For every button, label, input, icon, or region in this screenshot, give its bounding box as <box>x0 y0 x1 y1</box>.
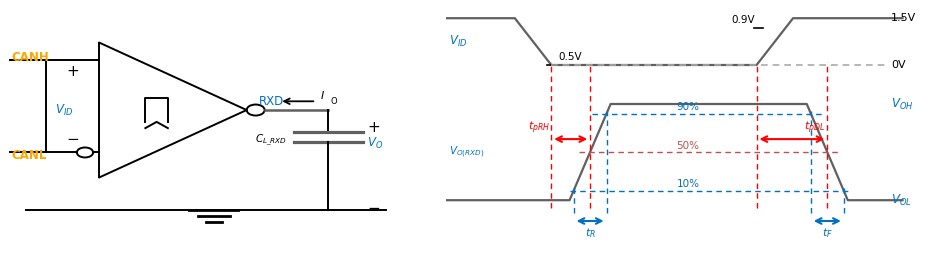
Text: 0.5V: 0.5V <box>558 53 582 62</box>
Text: 0V: 0V <box>891 60 906 70</box>
Text: $t_{pDL}$: $t_{pDL}$ <box>804 120 825 136</box>
Text: I: I <box>320 91 324 101</box>
Text: +: + <box>66 64 79 79</box>
Text: 50%: 50% <box>677 141 699 151</box>
Text: RXD: RXD <box>259 95 285 108</box>
Text: $t_{pRH}$: $t_{pRH}$ <box>527 120 550 136</box>
Text: CANL: CANL <box>11 149 46 162</box>
Text: $V_{ID}$: $V_{ID}$ <box>448 34 467 49</box>
Text: $V_{O(RXD)}$: $V_{O(RXD)}$ <box>448 144 485 160</box>
Text: O: O <box>330 97 338 106</box>
Text: −: − <box>66 133 79 147</box>
Text: +: + <box>367 120 380 135</box>
Text: $V_O$: $V_O$ <box>367 136 383 151</box>
Text: $t_R$: $t_R$ <box>585 226 595 240</box>
Text: CANH: CANH <box>11 51 49 64</box>
Text: $V_{OH}$: $V_{OH}$ <box>891 96 913 112</box>
Text: 0.9V: 0.9V <box>732 15 755 25</box>
Text: $t_F$: $t_F$ <box>822 226 832 240</box>
Text: $C_{L\_RXD}$: $C_{L\_RXD}$ <box>256 132 287 148</box>
Text: $V_{OL}$: $V_{OL}$ <box>891 193 911 208</box>
Text: $V_{ID}$: $V_{ID}$ <box>55 102 73 118</box>
Text: 1.5V: 1.5V <box>891 13 916 23</box>
Text: 90%: 90% <box>677 102 699 112</box>
Text: −: − <box>367 201 380 216</box>
Text: 10%: 10% <box>677 179 699 189</box>
